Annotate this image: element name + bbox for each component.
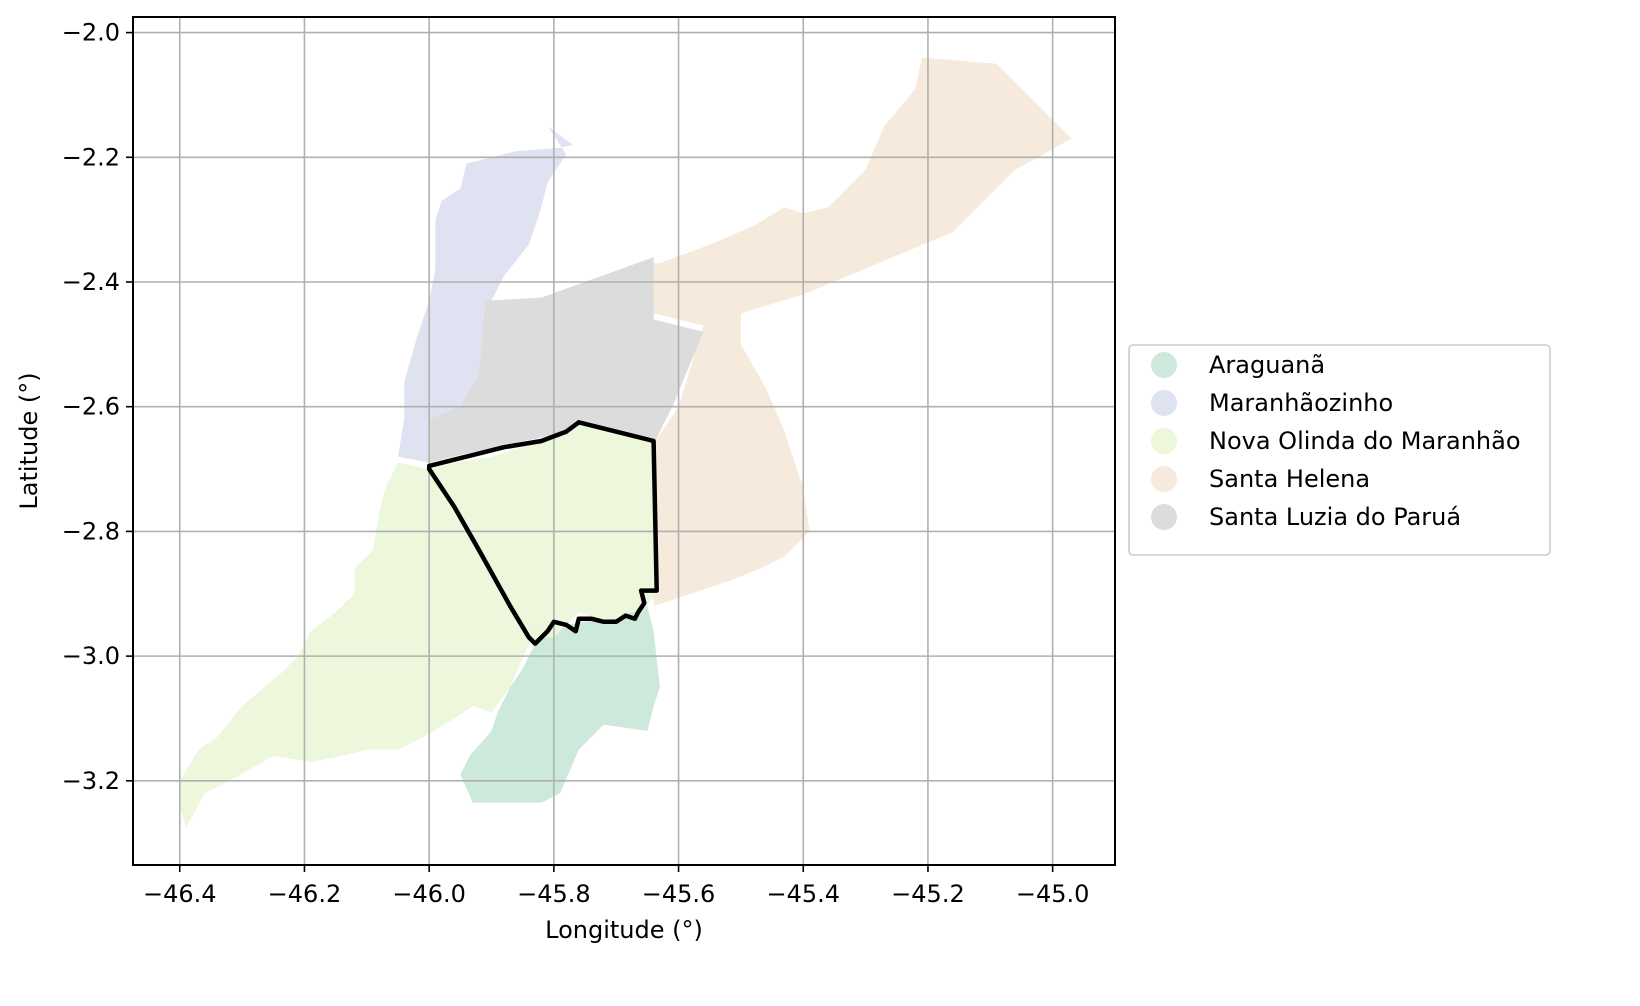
y-axis-label: Latitude (°) bbox=[15, 372, 43, 509]
highlight-outline-nova-olinda-do-maranhao bbox=[426, 420, 659, 646]
y-tick-label: −2.8 bbox=[62, 517, 120, 545]
legend-label-maranhaozinho: Maranhãozinho bbox=[1209, 389, 1393, 417]
x-tick-label: −46.2 bbox=[268, 880, 342, 908]
legend-label-araguana: Araguanã bbox=[1209, 351, 1325, 379]
region-santa-luzia-do-parua bbox=[429, 257, 704, 463]
legend-items: Araguanã Maranhãozinho Nova Olinda do Mara… bbox=[1151, 351, 1521, 531]
legend-marker-nova-olinda-do-maranhao bbox=[1151, 428, 1177, 454]
region-santa-helena bbox=[653, 57, 1072, 607]
highlight-outline-layer bbox=[426, 420, 659, 646]
regions-layer bbox=[179, 57, 1072, 828]
y-tick-label: −2.0 bbox=[62, 19, 120, 47]
y-tick-label: −3.2 bbox=[62, 767, 120, 795]
x-tick-label: −45.0 bbox=[1016, 880, 1090, 908]
y-tick-label: −3.0 bbox=[62, 642, 120, 670]
legend-label-santa-helena: Santa Helena bbox=[1209, 465, 1370, 493]
legend-marker-maranhaozinho bbox=[1151, 390, 1177, 416]
legend-marker-santa-helena bbox=[1151, 466, 1177, 492]
x-tick-label: −46.4 bbox=[143, 880, 217, 908]
legend: Araguanã Maranhãozinho Nova Olinda do Mara… bbox=[1128, 344, 1551, 556]
region-nova-olinda-do-maranhao bbox=[179, 419, 657, 828]
legend-box bbox=[1128, 344, 1551, 556]
y-tick-label: −2.4 bbox=[62, 268, 120, 296]
legend-marker-araguana bbox=[1151, 352, 1177, 378]
x-tick-label: −45.6 bbox=[642, 880, 716, 908]
legend-marker-santa-luzia-do-parua bbox=[1151, 504, 1177, 530]
legend-label-santa-luzia-do-parua: Santa Luzia do Paruá bbox=[1209, 503, 1461, 531]
y-tick-label: −2.6 bbox=[62, 393, 120, 421]
x-axis-label: Longitude (°) bbox=[545, 916, 703, 944]
axes-frame bbox=[132, 16, 1116, 866]
x-tick-label: −46.0 bbox=[392, 880, 466, 908]
region-maranhaozinho bbox=[398, 126, 573, 463]
grid-layer bbox=[133, 17, 1115, 865]
ticks-layer: −46.4 −46.2 −46.0 −45.8 −45.6 −45.4 −45.2 −45.0… bbox=[62, 19, 1090, 908]
x-tick-label: −45.8 bbox=[517, 880, 591, 908]
x-tick-label: −45.2 bbox=[891, 880, 965, 908]
y-tick-label: −2.2 bbox=[62, 143, 120, 171]
legend-label-nova-olinda-do-maranhao: Nova Olinda do Maranhão bbox=[1209, 427, 1521, 455]
x-tick-label: −45.4 bbox=[766, 880, 840, 908]
region-araguana bbox=[460, 600, 660, 803]
